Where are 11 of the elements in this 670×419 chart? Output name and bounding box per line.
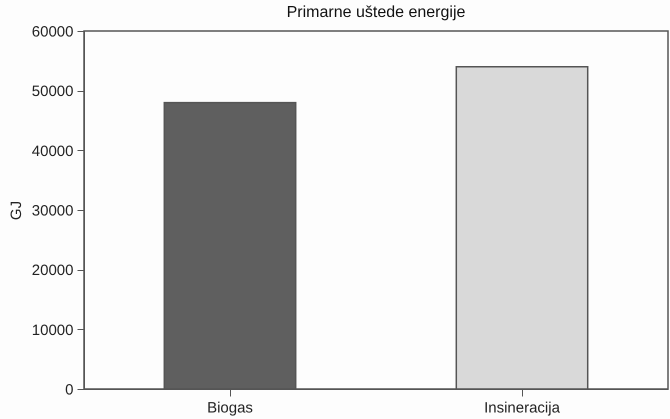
- x-tick-label: Biogas: [207, 400, 253, 416]
- x-tick-label: Insineracija: [484, 400, 561, 416]
- y-tick-label: 10000: [32, 322, 74, 339]
- y-tick-label: 30000: [32, 202, 74, 220]
- y-tick-label: 40000: [32, 142, 74, 160]
- y-tick-label: 0: [65, 382, 74, 398]
- y-tick-label: 60000: [32, 24, 74, 40]
- y-axis-title: GJ: [8, 200, 25, 220]
- y-tick-label: 50000: [32, 83, 74, 100]
- chart-title: Primarne uštede energije: [286, 4, 466, 21]
- y-tick-label: 20000: [32, 262, 74, 280]
